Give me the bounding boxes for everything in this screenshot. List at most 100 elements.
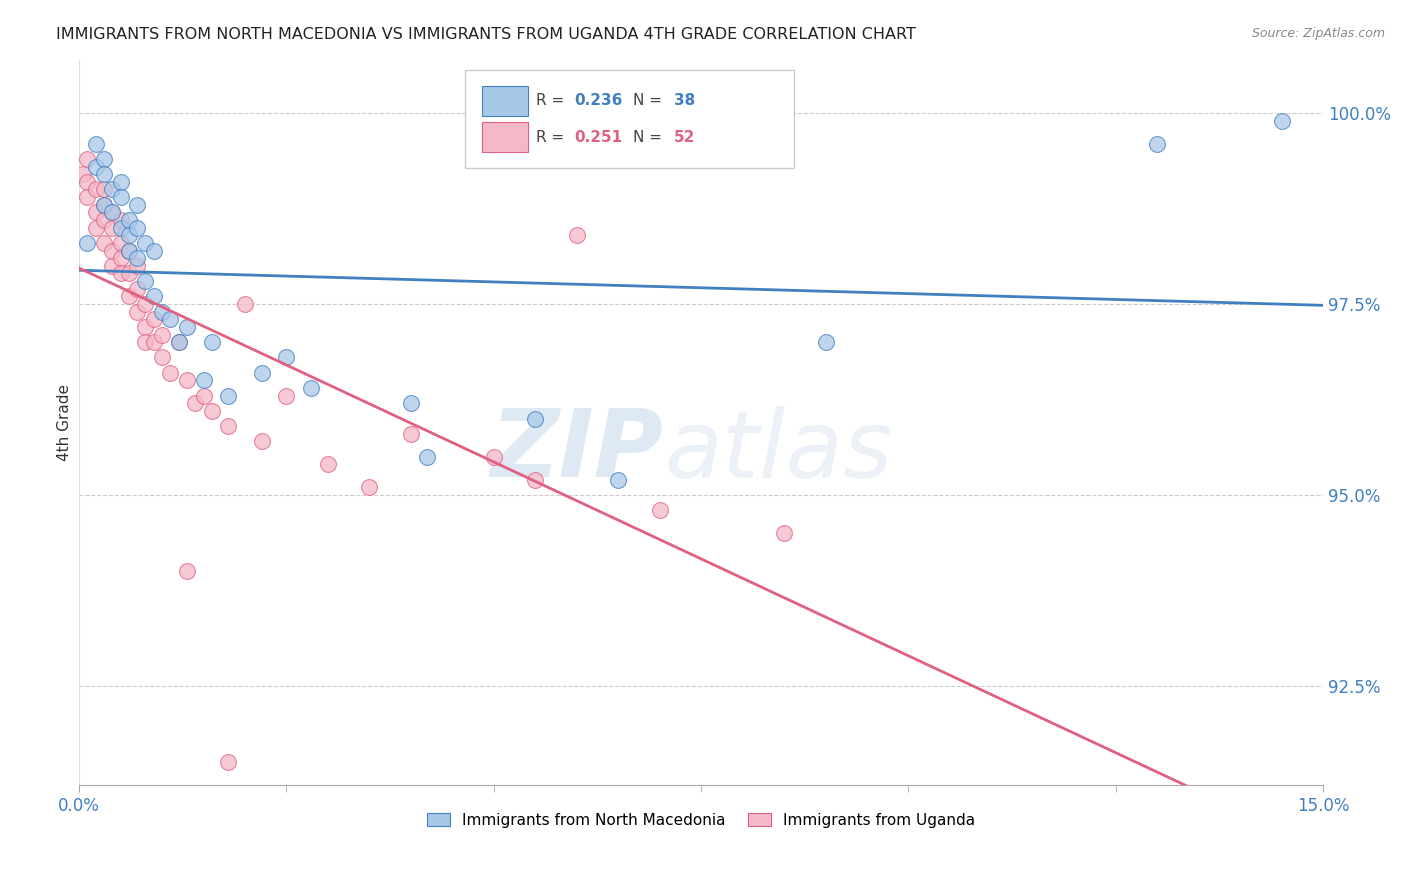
Point	[814, 335, 837, 350]
Point	[150, 327, 173, 342]
Point	[110, 190, 132, 204]
Point	[233, 297, 256, 311]
Text: R =: R =	[536, 129, 569, 145]
Point	[217, 755, 239, 769]
Text: Source: ZipAtlas.com: Source: ZipAtlas.com	[1251, 27, 1385, 40]
Text: 52: 52	[673, 129, 695, 145]
Point	[1271, 113, 1294, 128]
FancyBboxPatch shape	[465, 70, 794, 169]
Point	[193, 389, 215, 403]
Text: 38: 38	[673, 94, 695, 109]
Point	[84, 136, 107, 151]
Point	[565, 228, 588, 243]
Point	[773, 526, 796, 541]
Point	[359, 480, 381, 494]
Point	[118, 244, 141, 258]
Point	[118, 289, 141, 303]
Point	[127, 304, 149, 318]
Point	[276, 389, 298, 403]
Point	[93, 213, 115, 227]
FancyBboxPatch shape	[482, 122, 529, 153]
Point	[118, 213, 141, 227]
Point	[416, 450, 439, 464]
Text: N =: N =	[633, 129, 666, 145]
Point	[134, 297, 156, 311]
Point	[142, 244, 165, 258]
Point	[134, 319, 156, 334]
Point	[127, 282, 149, 296]
Point	[127, 251, 149, 265]
Point	[84, 220, 107, 235]
Point	[76, 235, 98, 250]
Point	[176, 319, 198, 334]
Point	[101, 259, 124, 273]
Point	[84, 182, 107, 196]
Point	[142, 289, 165, 303]
Point	[193, 373, 215, 387]
Point	[118, 267, 141, 281]
Point	[76, 190, 98, 204]
Point	[524, 473, 547, 487]
Point	[276, 351, 298, 365]
Point	[316, 458, 339, 472]
Point	[201, 335, 224, 350]
Point	[110, 213, 132, 227]
Point	[299, 381, 322, 395]
Point	[101, 182, 124, 196]
Point	[150, 351, 173, 365]
Point	[134, 235, 156, 250]
Point	[1146, 136, 1168, 151]
Point	[93, 197, 115, 211]
Point	[150, 304, 173, 318]
Point	[76, 152, 98, 166]
Point	[118, 244, 141, 258]
Text: atlas: atlas	[664, 406, 891, 497]
Point	[101, 220, 124, 235]
Point	[524, 411, 547, 425]
Point	[184, 396, 207, 410]
Point	[110, 175, 132, 189]
Point	[217, 389, 239, 403]
Point	[93, 152, 115, 166]
Point	[72, 167, 94, 181]
Point	[134, 274, 156, 288]
Point	[201, 404, 224, 418]
Point	[399, 396, 422, 410]
Text: 0.236: 0.236	[574, 94, 623, 109]
Point	[84, 160, 107, 174]
Point	[93, 167, 115, 181]
Point	[399, 426, 422, 441]
Text: N =: N =	[633, 94, 666, 109]
Point	[648, 503, 671, 517]
Point	[101, 205, 124, 219]
Point	[217, 419, 239, 434]
Point	[76, 175, 98, 189]
Legend: Immigrants from North Macedonia, Immigrants from Uganda: Immigrants from North Macedonia, Immigra…	[419, 805, 983, 836]
Point	[159, 312, 181, 326]
Point	[167, 335, 190, 350]
Point	[127, 220, 149, 235]
Point	[110, 267, 132, 281]
Point	[250, 434, 273, 449]
Point	[250, 366, 273, 380]
Point	[142, 312, 165, 326]
Point	[134, 335, 156, 350]
Point	[110, 220, 132, 235]
Point	[101, 244, 124, 258]
Point	[118, 228, 141, 243]
Point	[142, 335, 165, 350]
Point	[93, 197, 115, 211]
Point	[93, 235, 115, 250]
Y-axis label: 4th Grade: 4th Grade	[58, 384, 72, 461]
Point	[607, 473, 630, 487]
Text: R =: R =	[536, 94, 569, 109]
Point	[127, 259, 149, 273]
Point	[101, 205, 124, 219]
Point	[84, 205, 107, 219]
FancyBboxPatch shape	[482, 86, 529, 116]
Point	[110, 251, 132, 265]
Text: IMMIGRANTS FROM NORTH MACEDONIA VS IMMIGRANTS FROM UGANDA 4TH GRADE CORRELATION : IMMIGRANTS FROM NORTH MACEDONIA VS IMMIG…	[56, 27, 917, 42]
Point	[127, 197, 149, 211]
Point	[93, 182, 115, 196]
Point	[176, 564, 198, 578]
